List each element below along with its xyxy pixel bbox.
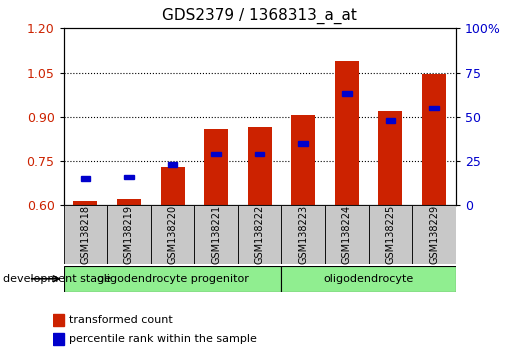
Bar: [64, 205, 107, 264]
Bar: [81, 176, 90, 181]
Bar: [161, 167, 184, 205]
Text: percentile rank within the sample: percentile rank within the sample: [69, 335, 258, 344]
Bar: [281, 205, 325, 264]
Bar: [292, 115, 315, 205]
Bar: [117, 199, 141, 205]
Bar: [238, 205, 281, 264]
Bar: [369, 205, 412, 264]
Text: oligodendrocyte: oligodendrocyte: [323, 274, 414, 284]
Text: GSM138223: GSM138223: [298, 205, 308, 264]
Text: GSM138219: GSM138219: [124, 205, 134, 264]
Bar: [124, 175, 134, 179]
Bar: [151, 205, 195, 264]
Bar: [298, 141, 308, 146]
Bar: [107, 205, 151, 264]
Text: GSM138218: GSM138218: [81, 205, 91, 264]
Bar: [195, 205, 238, 264]
Bar: [412, 205, 456, 264]
Bar: [53, 314, 64, 326]
Bar: [73, 201, 98, 205]
Text: GSM138222: GSM138222: [255, 205, 264, 264]
Text: transformed count: transformed count: [69, 315, 173, 325]
Bar: [422, 74, 446, 205]
Bar: [325, 205, 369, 264]
Text: GSM138225: GSM138225: [385, 205, 395, 264]
Bar: [211, 152, 221, 156]
Text: oligodendrocyte progenitor: oligodendrocyte progenitor: [96, 274, 249, 284]
Text: GSM138221: GSM138221: [211, 205, 221, 264]
Text: GSM138224: GSM138224: [342, 205, 352, 264]
Bar: [64, 266, 281, 292]
Bar: [168, 162, 178, 167]
Bar: [204, 129, 228, 205]
Text: GSM138229: GSM138229: [429, 205, 439, 264]
Bar: [386, 118, 395, 123]
Bar: [335, 61, 359, 205]
Bar: [281, 266, 456, 292]
Bar: [342, 91, 351, 96]
Bar: [378, 111, 402, 205]
Title: GDS2379 / 1368313_a_at: GDS2379 / 1368313_a_at: [162, 8, 357, 24]
Bar: [429, 105, 439, 110]
Bar: [53, 333, 64, 346]
Bar: [255, 152, 264, 156]
Text: GSM138220: GSM138220: [167, 205, 178, 264]
Text: development stage: development stage: [3, 274, 111, 284]
Bar: [248, 127, 272, 205]
